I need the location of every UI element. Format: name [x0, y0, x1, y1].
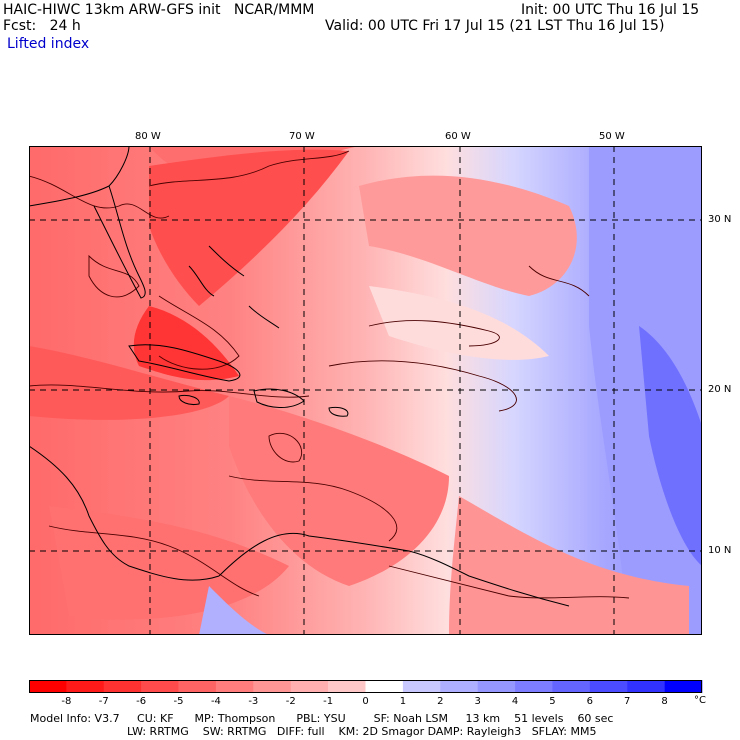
colorbar-tick-label: 6 — [586, 696, 594, 707]
contour-line — [328, 360, 517, 412]
contour-line — [29, 384, 310, 398]
contour-line — [228, 475, 398, 542]
colorbar-swatch — [290, 680, 329, 693]
lon-label-70w: 70 W — [289, 131, 315, 142]
field-patch-caribbean — [229, 396, 449, 586]
contour-line — [158, 295, 240, 370]
contour-line — [368, 320, 500, 347]
lat-label-30n: 30 N — [708, 214, 732, 225]
colorbar-tick-label: -1 — [323, 696, 334, 707]
coastline-jamaica — [178, 395, 200, 405]
colorbar-unit: °C — [694, 695, 706, 706]
field-patch-gulf — [29, 346, 229, 420]
colorbar-tick-label: -6 — [136, 696, 147, 707]
lon-label-60w: 60 W — [445, 131, 471, 142]
lon-label-80w: 80 W — [135, 131, 161, 142]
valid-time: Valid: 00 UTC Fri 17 Jul 15 (21 LST Thu … — [325, 18, 665, 34]
contour-line — [148, 150, 350, 187]
colorbar-tick-label: -2 — [285, 696, 296, 707]
colorbar-tick-label: -7 — [98, 696, 109, 707]
model-title: HAIC-HIWC 13km ARW-GFS init NCAR/MMM — [3, 2, 315, 18]
lifted-index-map — [29, 146, 702, 635]
model-info-line1: Model Info: V3.7 CU: KF MP: Thompson PBL… — [30, 712, 614, 725]
field-patch-east-very-stable — [639, 326, 702, 566]
colorbar-frame — [29, 680, 702, 693]
colorbar-swatch — [477, 680, 516, 693]
field-patch-atlantic-north — [359, 175, 577, 296]
colorbar-swatch — [141, 680, 179, 693]
lon-label-50w: 50 W — [599, 131, 625, 142]
colorbar-tick-label: 5 — [549, 696, 556, 707]
coastline-puerto-rico — [328, 407, 349, 417]
colorbar — [29, 680, 703, 693]
colorbar-tick-label: 7 — [624, 696, 631, 707]
field-name: Lifted index — [7, 36, 90, 52]
colorbar-swatch — [365, 680, 404, 693]
field-patch-cuba — [133, 306, 239, 381]
coastline-central-america — [29, 445, 220, 581]
colorbar-tick-label: -8 — [61, 696, 72, 707]
colorbar-tick-label: 4 — [511, 696, 519, 707]
field-patch-bahamas — [149, 149, 349, 306]
contour-line — [388, 565, 630, 599]
colorbar-swatch — [589, 680, 628, 693]
init-time: Init: 00 UTC Thu 16 Jul 15 — [521, 2, 700, 18]
contour-line — [48, 525, 260, 597]
lat-lon-grid — [29, 146, 702, 635]
colorbar-swatch — [440, 680, 478, 693]
contour-lines — [29, 150, 630, 599]
colorbar-swatch — [627, 680, 665, 693]
map-frame — [29, 146, 702, 635]
model-info-line2: LW: RRTMG SW: RRTMG DIFF: full KM: 2D Sm… — [127, 725, 597, 738]
colorbar-tick-label: 8 — [661, 696, 668, 707]
lat-label-10n: 10 N — [708, 545, 732, 556]
colorbar-swatch — [515, 680, 553, 693]
colorbar-swatch — [178, 680, 217, 693]
colorbar-swatch — [29, 680, 67, 693]
colorbar-tick-label: -5 — [173, 696, 184, 707]
forecast-hour: Fcst: 24 h — [3, 18, 81, 34]
field-patch-dry-tongue — [369, 286, 549, 360]
colorbar-swatch — [328, 680, 366, 693]
contour-line — [88, 254, 140, 298]
colorbar-swatch — [552, 680, 591, 693]
colorbar-tick-label: -3 — [248, 696, 259, 707]
lat-label-20n: 20 N — [708, 384, 732, 395]
coastline-cuba — [128, 344, 241, 382]
colorbar-tick-label: 2 — [437, 696, 444, 707]
field-patch-tropical — [449, 496, 689, 635]
colorbar-tick-label: 3 — [474, 696, 481, 707]
colorbar-tick-label: 1 — [399, 696, 407, 707]
colorbar-swatch — [664, 680, 703, 693]
coastline-florida — [93, 185, 146, 299]
colorbar-swatch — [103, 680, 142, 693]
colorbar-swatch — [66, 680, 105, 693]
colorbar-tick-label: -4 — [210, 696, 221, 707]
contour-line — [528, 265, 590, 297]
colorbar-swatch — [253, 680, 292, 693]
colorbar-tick-label: 0 — [362, 696, 369, 707]
field-patch-south-stable — [199, 586, 269, 635]
colorbar-swatch — [402, 680, 441, 693]
coastline-bahamas — [188, 245, 280, 329]
contour-line — [29, 175, 170, 219]
contour-line — [268, 432, 303, 463]
colorbar-swatch — [215, 680, 254, 693]
